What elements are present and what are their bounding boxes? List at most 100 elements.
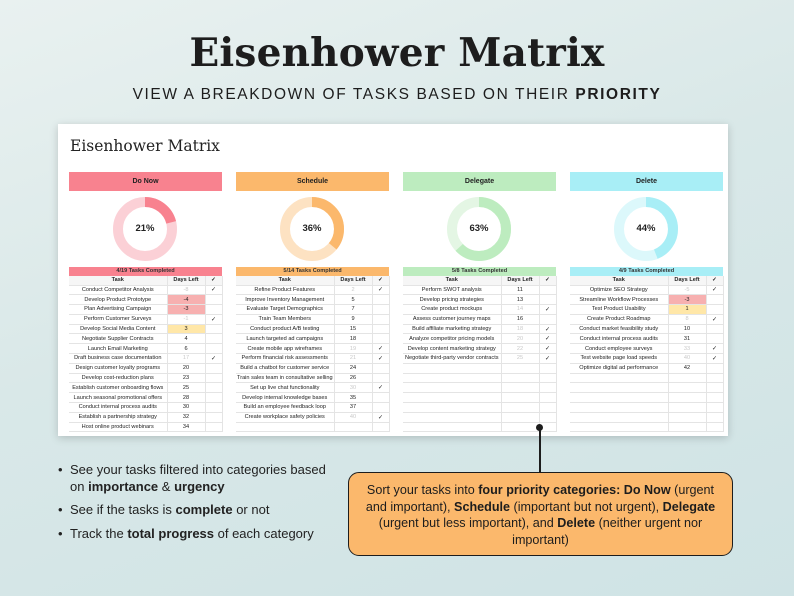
complete-checkbox[interactable]: ✓ [539, 333, 557, 345]
task-name[interactable]: Optimize SEO Strategy [570, 285, 669, 296]
task-name[interactable]: Train Team Members [236, 314, 335, 325]
complete-checkbox[interactable] [539, 402, 557, 413]
complete-checkbox[interactable]: ✓ [372, 353, 390, 364]
task-name[interactable]: Design customer loyalty programs [69, 363, 168, 374]
complete-checkbox[interactable] [539, 285, 557, 296]
complete-checkbox[interactable] [539, 373, 557, 384]
task-name[interactable]: Develop cost-reduction plans [69, 373, 168, 384]
task-name[interactable]: Negotiate Supplier Contracts [69, 333, 168, 345]
complete-checkbox[interactable]: ✓ [706, 343, 724, 355]
task-name[interactable]: Negotiate third-party vendor contracts [403, 353, 502, 364]
task-name[interactable]: Test website page load speeds [570, 353, 669, 364]
complete-checkbox[interactable] [372, 294, 390, 306]
complete-checkbox[interactable] [372, 363, 390, 374]
task-name[interactable]: Develop content marketing strategy [403, 343, 502, 355]
task-name[interactable] [403, 382, 502, 394]
task-name[interactable]: Develop Product Prototype [69, 294, 168, 306]
complete-checkbox[interactable] [205, 363, 223, 374]
complete-checkbox[interactable] [706, 382, 724, 394]
task-name[interactable]: Optimize digital ad performance [570, 363, 669, 374]
task-name[interactable]: Host online product webinars [69, 422, 168, 433]
task-name[interactable]: Perform Customer Surveys [69, 314, 168, 325]
complete-checkbox[interactable] [205, 382, 223, 394]
task-name[interactable] [570, 382, 669, 394]
complete-checkbox[interactable]: ✓ [539, 324, 557, 335]
complete-checkbox[interactable] [706, 363, 724, 374]
task-name[interactable]: Conduct market feasibility study [570, 324, 669, 335]
task-name[interactable]: Build a chatbot for customer service [236, 363, 335, 374]
complete-checkbox[interactable] [706, 402, 724, 413]
complete-checkbox[interactable] [372, 373, 390, 384]
complete-checkbox[interactable] [706, 294, 724, 306]
complete-checkbox[interactable]: ✓ [205, 285, 223, 296]
task-name[interactable]: Establish a partnership strategy [69, 412, 168, 423]
task-name[interactable]: Test Product Usability [570, 304, 669, 315]
task-name[interactable]: Conduct internal process audits [570, 333, 669, 345]
complete-checkbox[interactable] [205, 324, 223, 335]
task-name[interactable]: Improve Inventory Management [236, 294, 335, 306]
task-name[interactable] [236, 422, 335, 433]
task-name[interactable] [403, 412, 502, 423]
task-name[interactable]: Launch targeted ad campaigns [236, 333, 335, 345]
complete-checkbox[interactable] [706, 324, 724, 335]
complete-checkbox[interactable] [706, 392, 724, 404]
complete-checkbox[interactable] [372, 314, 390, 325]
complete-checkbox[interactable]: ✓ [372, 343, 390, 355]
complete-checkbox[interactable] [372, 422, 390, 433]
complete-checkbox[interactable]: ✓ [706, 353, 724, 364]
complete-checkbox[interactable]: ✓ [205, 314, 223, 325]
task-name[interactable]: Build an employee feedback loop [236, 402, 335, 413]
complete-checkbox[interactable] [205, 412, 223, 423]
task-name[interactable]: Conduct product A/B testing [236, 324, 335, 335]
task-name[interactable]: Set up live chat functionality [236, 382, 335, 394]
task-name[interactable] [403, 392, 502, 404]
complete-checkbox[interactable]: ✓ [539, 343, 557, 355]
task-name[interactable]: Create Product Roadmap [570, 314, 669, 325]
complete-checkbox[interactable] [706, 422, 724, 433]
complete-checkbox[interactable] [539, 294, 557, 306]
complete-checkbox[interactable] [205, 333, 223, 345]
complete-checkbox[interactable] [205, 343, 223, 355]
task-name[interactable] [403, 373, 502, 384]
complete-checkbox[interactable] [372, 402, 390, 413]
complete-checkbox[interactable] [372, 304, 390, 315]
task-name[interactable] [570, 373, 669, 384]
task-name[interactable]: Build affiliate marketing strategy [403, 324, 502, 335]
complete-checkbox[interactable] [706, 333, 724, 345]
complete-checkbox[interactable] [205, 402, 223, 413]
complete-checkbox[interactable] [372, 324, 390, 335]
task-name[interactable]: Launch seasonal promotional offers [69, 392, 168, 404]
complete-checkbox[interactable] [706, 304, 724, 315]
task-name[interactable]: Develop pricing strategies [403, 294, 502, 306]
complete-checkbox[interactable]: ✓ [706, 285, 724, 296]
complete-checkbox[interactable]: ✓ [372, 382, 390, 394]
complete-checkbox[interactable] [205, 294, 223, 306]
complete-checkbox[interactable] [372, 392, 390, 404]
task-name[interactable] [570, 402, 669, 413]
task-name[interactable]: Create mobile app wireframes [236, 343, 335, 355]
task-name[interactable]: Refine Product Features [236, 285, 335, 296]
task-name[interactable]: Create workplace safety policies [236, 412, 335, 423]
complete-checkbox[interactable] [539, 412, 557, 423]
complete-checkbox[interactable] [205, 304, 223, 315]
complete-checkbox[interactable] [539, 382, 557, 394]
task-name[interactable]: Create product mockups [403, 304, 502, 315]
complete-checkbox[interactable]: ✓ [372, 285, 390, 296]
complete-checkbox[interactable] [706, 412, 724, 423]
complete-checkbox[interactable] [372, 333, 390, 345]
task-name[interactable]: Perform financial risk assessments [236, 353, 335, 364]
complete-checkbox[interactable]: ✓ [539, 304, 557, 315]
task-name[interactable] [403, 422, 502, 433]
complete-checkbox[interactable] [205, 392, 223, 404]
task-name[interactable]: Assess customer journey maps [403, 314, 502, 325]
task-name[interactable] [570, 422, 669, 433]
complete-checkbox[interactable]: ✓ [706, 314, 724, 325]
task-name[interactable]: Conduct internal process audits [69, 402, 168, 413]
task-name[interactable]: Analyze competitor pricing models [403, 333, 502, 345]
task-name[interactable]: Train sales team in consultative selling [236, 373, 335, 384]
task-name[interactable]: Streamline Workflow Processes [570, 294, 669, 306]
task-name[interactable]: Establish customer onboarding flows [69, 382, 168, 394]
complete-checkbox[interactable]: ✓ [205, 353, 223, 364]
complete-checkbox[interactable]: ✓ [539, 353, 557, 364]
task-name[interactable]: Conduct Competitor Analysis [69, 285, 168, 296]
